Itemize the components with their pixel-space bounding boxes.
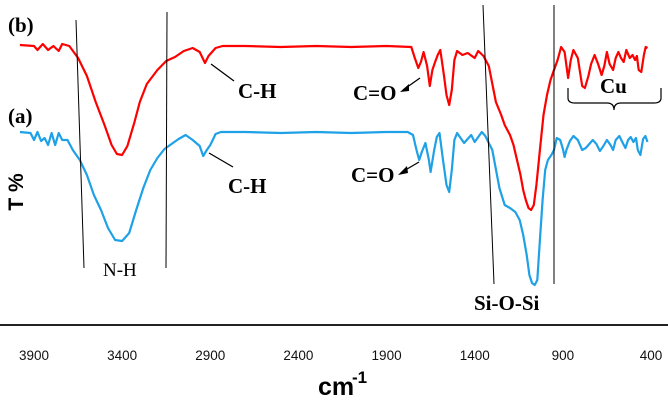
nh-label: N-H bbox=[103, 260, 137, 281]
series-b-label: (b) bbox=[8, 13, 34, 37]
siosi-label: Si-O-Si bbox=[474, 291, 540, 315]
ch-annotation-b: C-H bbox=[210, 63, 277, 103]
svg-text:C=O: C=O bbox=[351, 163, 394, 187]
siosi-left-boundary bbox=[482, 4, 495, 285]
y-axis-title: T % bbox=[5, 173, 28, 211]
x-tick-label: 1900 bbox=[372, 348, 402, 363]
x-tick-label: 3900 bbox=[19, 348, 49, 363]
svg-text:C-H: C-H bbox=[228, 174, 267, 198]
x-tick-label: 2400 bbox=[283, 348, 313, 363]
x-tick-label: 2900 bbox=[195, 348, 225, 363]
x-tick-label: 400 bbox=[640, 348, 663, 363]
svg-text:-1: -1 bbox=[352, 368, 367, 387]
series-line-b bbox=[19, 42, 649, 212]
nh-right-boundary bbox=[165, 11, 168, 269]
x-tick-label: 900 bbox=[552, 348, 575, 363]
x-axis-title: cm -1 bbox=[318, 368, 367, 401]
x-ticks: 3900 3400 2900 2400 1900 1400 900 400 bbox=[19, 348, 662, 363]
svg-text:C=O: C=O bbox=[353, 81, 396, 105]
co-annotation-b: C=O bbox=[353, 77, 421, 105]
cu-bracket: Cu bbox=[567, 74, 662, 111]
x-tick-label: 1400 bbox=[460, 348, 490, 363]
svg-text:C-H: C-H bbox=[238, 79, 277, 103]
co-annotation-a: C=O bbox=[351, 161, 420, 187]
x-tick-label: 3400 bbox=[107, 348, 137, 363]
nh-left-boundary bbox=[75, 19, 85, 269]
svg-text:Cu: Cu bbox=[600, 74, 627, 98]
series-a-label: (a) bbox=[8, 104, 33, 128]
ch-annotation-a: C-H bbox=[208, 152, 267, 198]
svg-text:cm: cm bbox=[318, 373, 354, 401]
series-line-a bbox=[19, 130, 649, 287]
